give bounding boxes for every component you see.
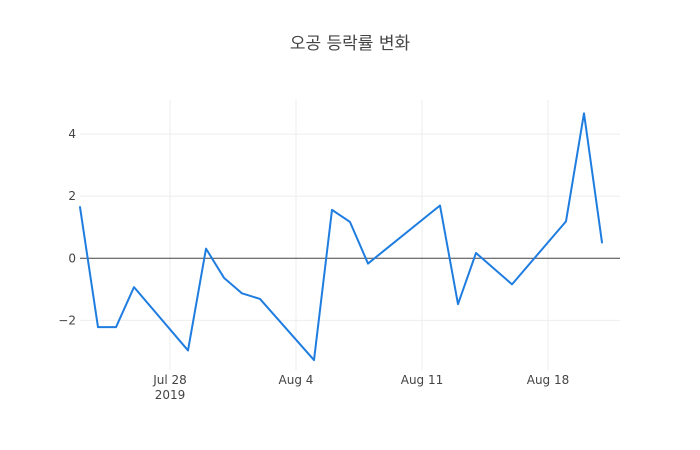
x-tick-sublabel: 2019 bbox=[155, 388, 186, 402]
x-tick-label: Jul 28 bbox=[152, 373, 187, 387]
x-tick-label: Aug 4 bbox=[279, 373, 314, 387]
grid-layer bbox=[80, 100, 620, 370]
y-tick-label: 4 bbox=[68, 127, 76, 141]
series-layer bbox=[79, 112, 603, 362]
y-tick-label: 2 bbox=[68, 189, 76, 203]
y-tick-label: −2 bbox=[58, 313, 76, 327]
series-line bbox=[79, 112, 603, 362]
y-tick-label: 0 bbox=[68, 251, 76, 265]
x-tick-label: Aug 11 bbox=[401, 373, 444, 387]
x-tick-label: Aug 18 bbox=[527, 373, 570, 387]
chart-title: 오공 등락률 변화 bbox=[290, 34, 411, 54]
